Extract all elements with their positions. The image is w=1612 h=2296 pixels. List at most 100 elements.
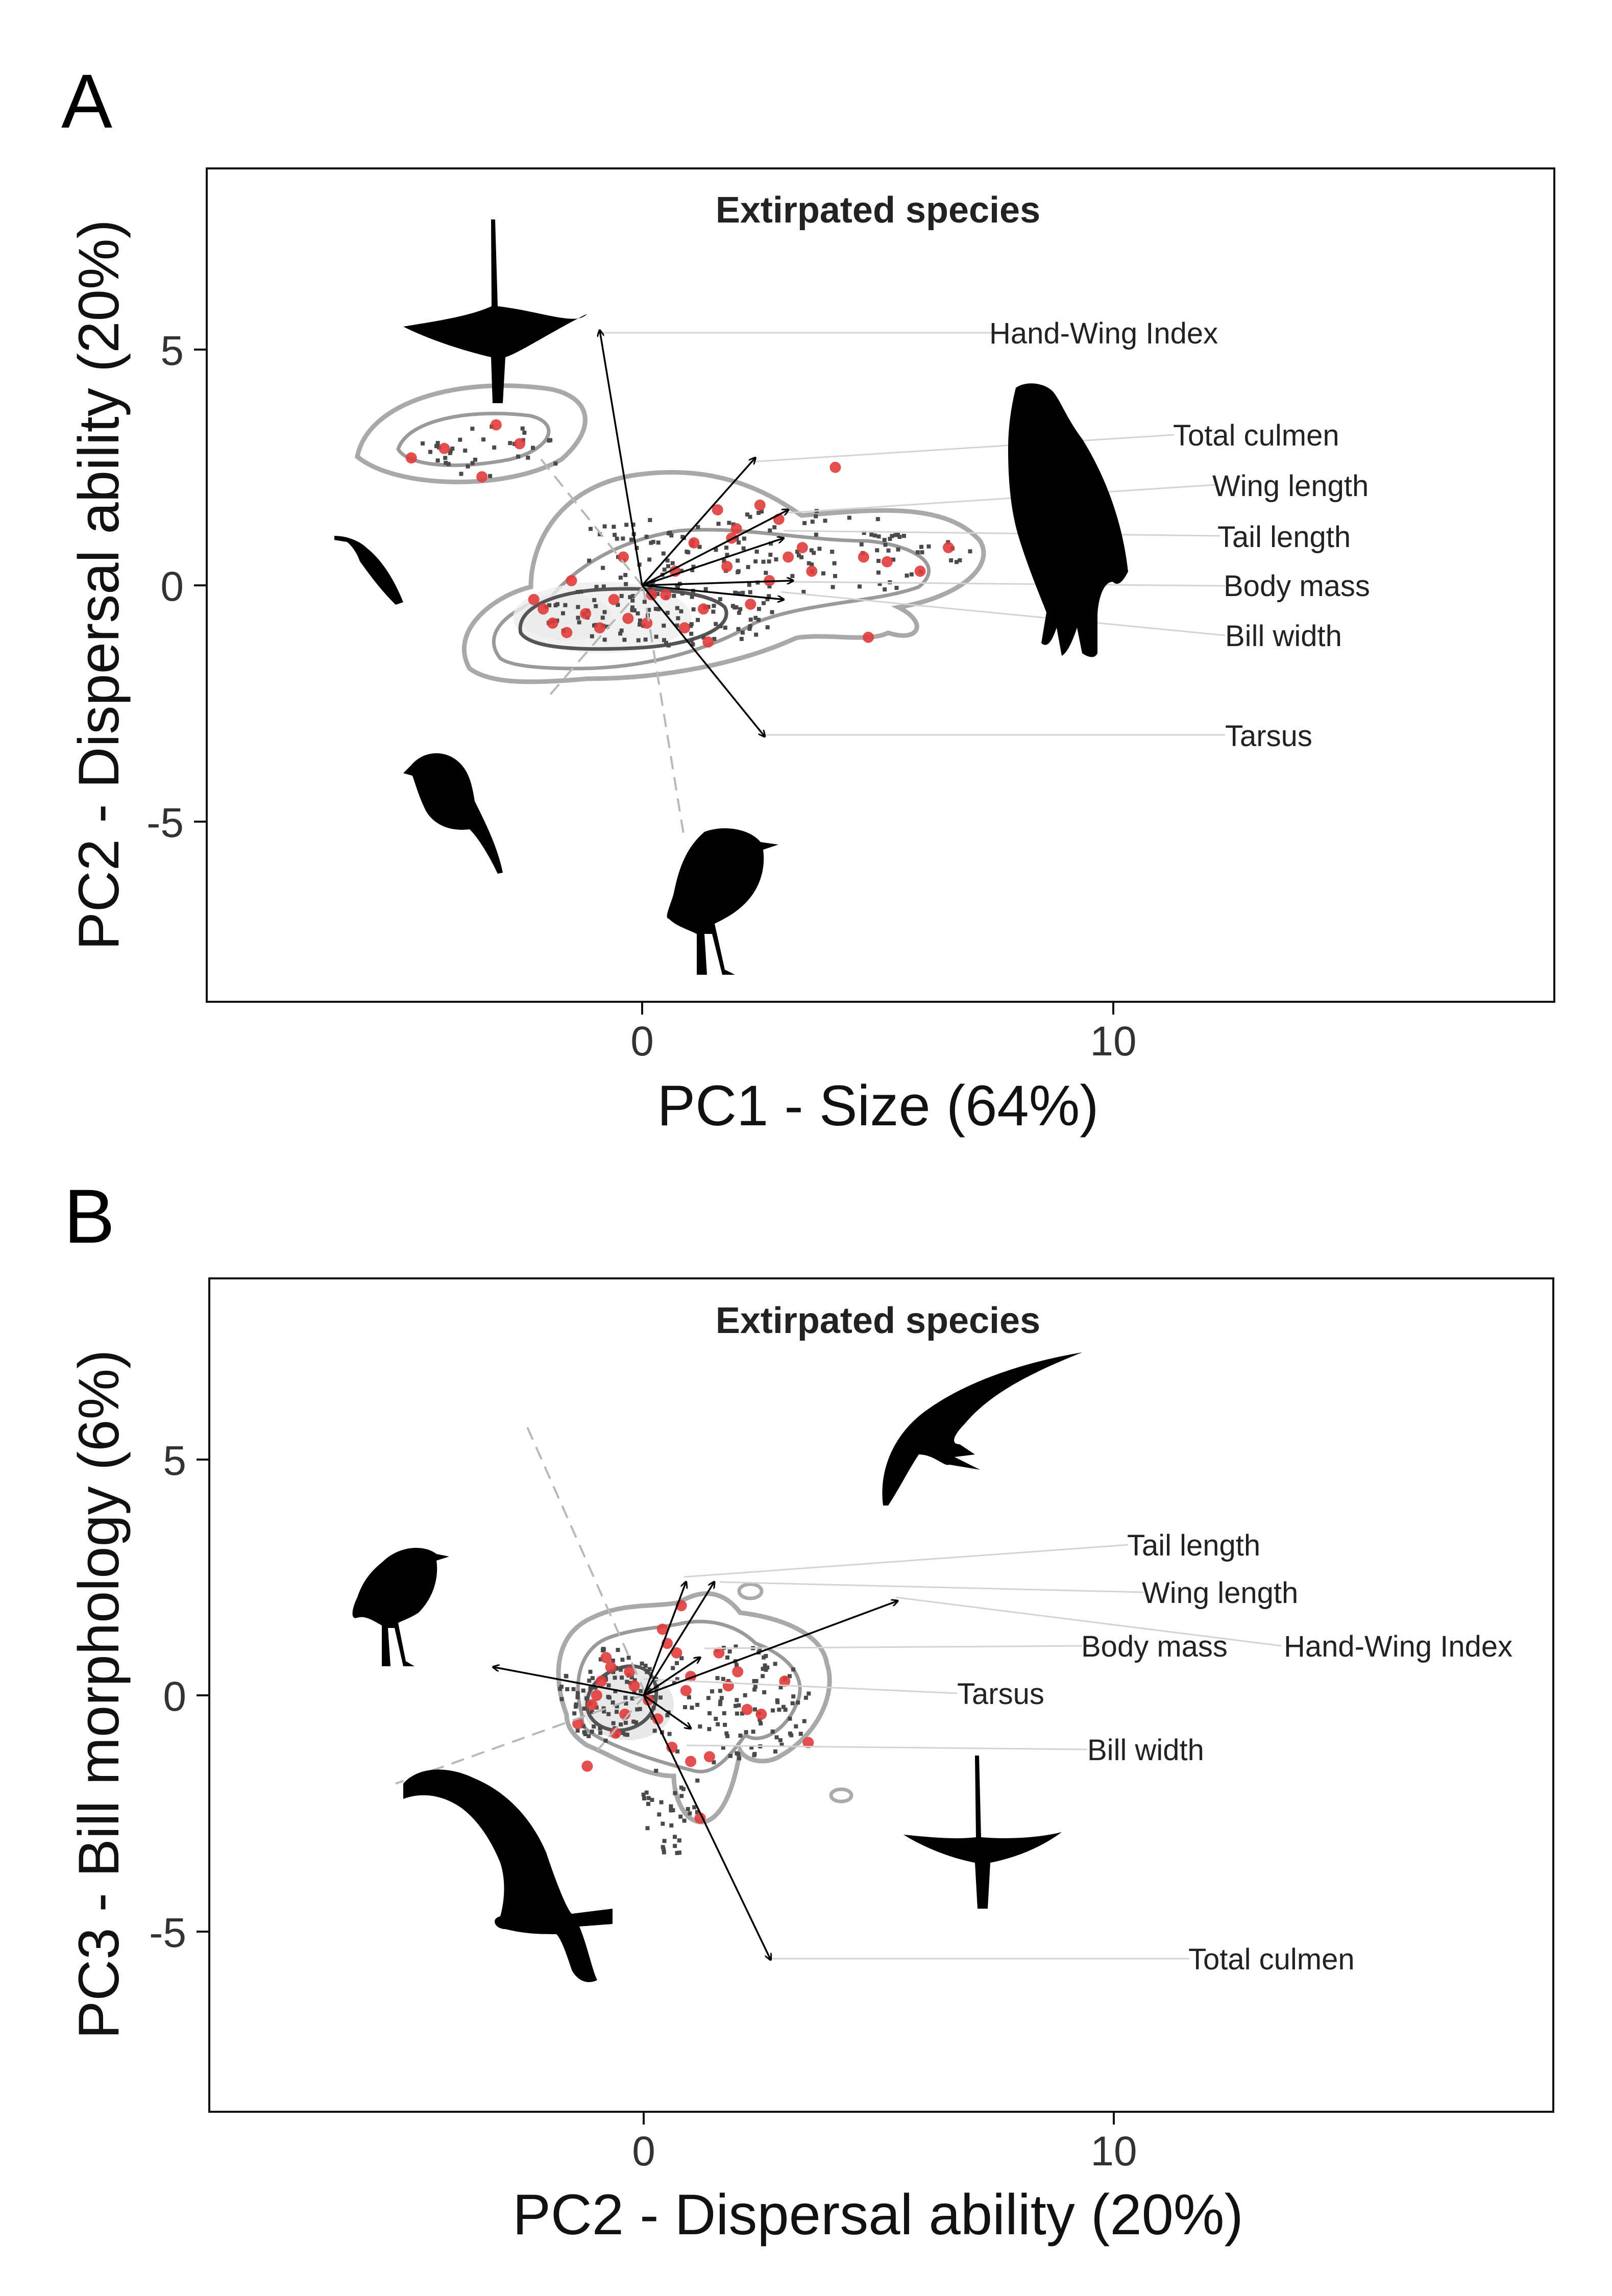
background-point — [775, 1698, 779, 1702]
data-point — [712, 504, 723, 515]
background-point — [508, 441, 512, 446]
background-point — [872, 533, 877, 538]
chart-title-a: Extirpated species — [716, 190, 1040, 231]
background-point — [448, 449, 453, 453]
background-points-a — [421, 424, 972, 648]
background-point — [575, 1729, 580, 1733]
background-point — [448, 451, 452, 455]
background-point — [737, 1703, 741, 1708]
data-point — [538, 603, 549, 615]
red-points-b — [572, 1600, 814, 1824]
background-point — [654, 1768, 658, 1773]
background-point — [648, 518, 652, 523]
background-point — [629, 1675, 634, 1680]
background-point — [450, 447, 455, 451]
background-point — [590, 634, 594, 638]
data-point — [619, 1709, 631, 1720]
background-point — [618, 631, 623, 636]
background-point — [662, 638, 666, 643]
loading-arrow-tarsus-b — [493, 1667, 644, 1696]
loading-label-wing-length-a: Wing length — [1212, 470, 1369, 503]
background-point — [670, 561, 675, 565]
background-point — [623, 1720, 628, 1725]
background-point — [619, 594, 624, 598]
background-point — [688, 1811, 692, 1816]
loading-arrow-bill-width-b — [643, 1694, 691, 1729]
background-point — [773, 1749, 777, 1754]
background-point — [796, 1700, 800, 1705]
background-point — [616, 1647, 620, 1652]
background-point — [695, 1702, 700, 1707]
background-point — [737, 1756, 742, 1761]
background-point — [626, 1656, 631, 1660]
y-axis-title-a: PC2 - Dispersal ability (20%) — [67, 219, 131, 950]
background-point — [686, 1807, 690, 1811]
panel-b: B Extirpated species — [64, 1173, 1554, 2246]
background-point — [669, 1823, 674, 1828]
background-point — [762, 1690, 767, 1695]
background-point — [574, 1702, 578, 1707]
background-point — [919, 545, 924, 549]
background-point — [648, 586, 652, 591]
background-point — [647, 1688, 652, 1692]
background-point — [629, 537, 634, 542]
background-point — [444, 460, 448, 465]
background-point — [654, 634, 658, 639]
background-point — [680, 591, 685, 596]
background-point — [735, 1663, 739, 1667]
background-point — [877, 582, 882, 586]
x-axis-title-a: PC1 - Size (64%) — [657, 1074, 1098, 1138]
dashed-lines-a — [540, 458, 685, 837]
background-point — [488, 474, 493, 478]
background-point — [481, 437, 486, 442]
background-point — [778, 1738, 783, 1742]
background-point — [675, 583, 679, 588]
background-point — [587, 558, 592, 563]
background-point — [832, 561, 837, 565]
background-point — [615, 1704, 619, 1709]
background-point — [581, 1688, 585, 1693]
background-point — [692, 1805, 697, 1810]
background-point — [610, 1658, 615, 1663]
data-point — [624, 1666, 636, 1677]
background-point — [794, 1724, 798, 1729]
background-point — [602, 524, 607, 529]
loading-arrow-tarsus-a — [641, 584, 765, 736]
background-point — [630, 598, 635, 603]
background-point — [645, 1826, 650, 1831]
loading-label-hand-wing-index-a: Hand-Wing Index — [989, 317, 1218, 350]
panel-a: A Extirpated species — [61, 58, 1555, 1138]
background-point — [666, 643, 671, 648]
background-point — [723, 625, 727, 630]
dashed-lines-b — [395, 1423, 647, 1785]
background-point — [891, 557, 896, 562]
background-point — [623, 1695, 628, 1700]
background-point — [701, 635, 706, 640]
background-point — [590, 1710, 594, 1714]
background-point — [764, 571, 768, 575]
background-point — [790, 1701, 795, 1706]
background-point — [725, 1734, 730, 1738]
raptor-icon — [1008, 383, 1128, 657]
background-point — [672, 1680, 677, 1685]
background-point — [638, 1707, 642, 1711]
background-point — [920, 550, 924, 555]
background-point — [742, 536, 746, 541]
background-point — [622, 637, 627, 642]
background-point — [774, 1735, 779, 1740]
background-point — [728, 1754, 732, 1758]
loading-label-tarsus-b: Tarsus — [957, 1677, 1044, 1711]
background-point — [589, 527, 593, 531]
background-point — [603, 1738, 608, 1743]
background-point — [428, 450, 433, 454]
background-point — [875, 548, 880, 553]
background-point — [752, 1687, 757, 1692]
background-point — [662, 567, 667, 572]
background-point — [656, 607, 661, 611]
background-point — [624, 582, 628, 586]
background-point — [735, 1711, 739, 1716]
background-point — [664, 640, 668, 645]
loading-label-total-culmen-a: Total culmen — [1173, 419, 1339, 452]
hummingbird-icon — [903, 1756, 1062, 1909]
